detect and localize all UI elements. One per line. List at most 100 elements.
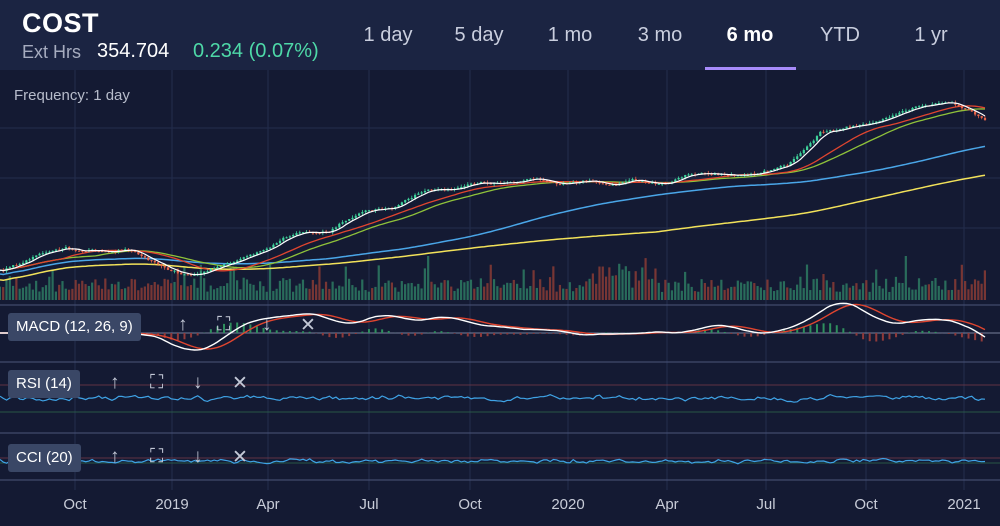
candle-up [700,172,703,174]
volume-bar [568,282,571,300]
volume-bar [628,271,631,300]
candle-down [766,170,769,172]
volume-bar [305,288,308,300]
rsi-panel-label[interactable]: RSI (14) [8,370,80,398]
volume-bar [670,290,674,300]
candle-up [624,181,628,183]
volume-bar [805,264,809,300]
volume-bar [259,281,262,300]
candle-down [157,262,160,265]
volume-bar [196,287,199,300]
tab-ytd[interactable]: YTD [820,24,860,46]
candle-down [176,270,179,273]
candle-up [394,206,397,209]
tab-6-mo[interactable]: 6 mo [726,24,774,46]
macd-histogram-bar [367,329,370,333]
rsi-close-icon[interactable]: ✕ [232,373,248,394]
volume-bar [351,285,354,300]
macd-histogram-bar [295,331,298,333]
macd-move-up-icon[interactable]: ↑ [178,314,188,335]
candle-up [301,232,305,234]
macd-histogram-bar [921,330,924,333]
volume-bar [792,289,795,300]
volume-bar [110,283,114,300]
candle-up [8,267,11,269]
candle-up [222,264,226,267]
tab-1-mo[interactable]: 1 mo [547,24,593,46]
volume-bar [193,278,196,300]
candle-down [595,181,598,183]
candle-up [842,128,845,130]
volume-bar [875,269,878,300]
macd-histogram-bar [407,333,410,336]
volume-bar [315,284,318,300]
candle-down [68,247,71,249]
tab-5-day[interactable]: 5 day [454,24,504,46]
candle-up [331,228,334,233]
macd-histogram-bar [433,331,436,333]
stock-chart[interactable] [0,70,1000,526]
macd-close-icon[interactable]: ✕ [300,315,316,336]
candle-down [970,109,973,112]
volume-bar [397,291,400,300]
cci-panel-label[interactable]: CCI (20) [8,444,81,472]
volume-bar [371,288,374,300]
volume-bar [960,264,963,300]
volume-bar [440,282,443,300]
macd-histogram-bar [862,333,865,340]
cci-move-down-icon[interactable]: ↓ [193,446,203,467]
cci-close-icon[interactable]: ✕ [232,447,248,468]
candle-up [829,130,832,132]
candle-up [934,103,937,105]
volume-bar [163,278,166,300]
volume-bar [443,280,446,300]
candle-up [124,249,127,251]
macd-move-down-icon[interactable]: ↓ [262,314,272,335]
volume-bar [726,288,730,300]
candle-up [292,235,295,237]
candle-up [18,264,21,266]
x-tick-label: 2020 [551,496,585,513]
volume-bar [460,280,463,300]
candle-up [31,257,35,260]
cci-expand-icon[interactable]: ⛶ [150,446,164,467]
macd-histogram-bar [736,333,739,336]
volume-bar [268,264,272,300]
macd-histogram-bar [605,332,608,333]
macd-histogram-bar [730,333,733,334]
macd-histogram-bar [269,329,272,333]
candle-up [265,248,268,251]
rsi-expand-icon[interactable]: ⛶ [150,372,164,393]
tab-1-day[interactable]: 1 day [363,24,413,46]
volume-bar [835,291,838,300]
macd-histogram-bar [888,333,891,340]
tab-3-mo[interactable]: 3 mo [637,24,683,46]
volume-bar [703,282,706,300]
volume-bar [641,267,644,300]
volume-bar [684,271,687,300]
candle-down [614,184,618,186]
volume-bar [189,285,193,300]
volume-bar [423,268,426,300]
candle-up [341,222,344,224]
rsi-move-down-icon[interactable]: ↓ [193,372,203,393]
candle-down [545,180,548,182]
tab-1-yr[interactable]: 1 yr [914,24,948,46]
volume-bar [140,287,143,300]
candle-up [802,150,805,154]
macd-line [0,302,986,351]
candle-up [361,212,364,214]
candle-down [143,256,147,258]
macd-panel-label[interactable]: MACD (12, 26, 9) [8,313,141,341]
volume-bar [825,280,828,300]
volume-bar [120,289,123,300]
candle-down [786,165,789,167]
candle-up [918,106,921,108]
volume-bar [898,282,901,300]
candle-up [901,111,904,113]
candle-up [51,250,54,252]
cci-move-up-icon[interactable]: ↑ [110,446,120,467]
macd-expand-icon[interactable]: ⛶ [217,314,231,335]
rsi-move-up-icon[interactable]: ↑ [110,372,120,393]
candle-up [249,254,252,257]
